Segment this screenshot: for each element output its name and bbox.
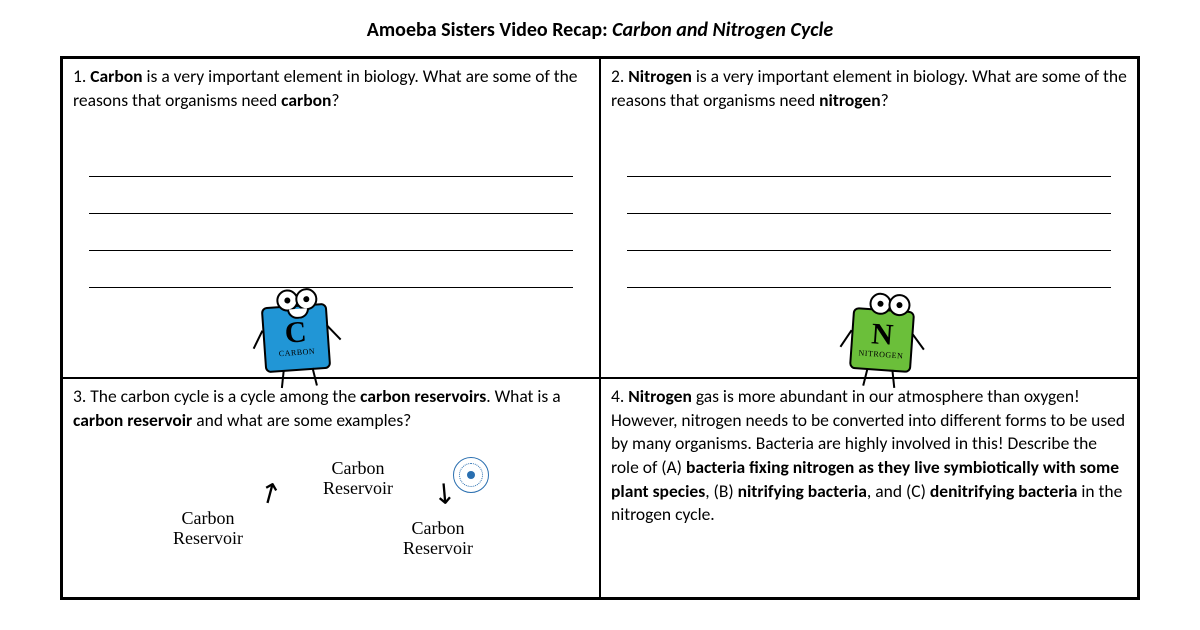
atom-icon [453,457,489,493]
reservoir-label-3: Carbon Reservoir [393,519,483,559]
q2-text: 2. Nitrogen is a very important element … [611,65,1127,112]
carbon-letter: C [284,317,308,348]
arrow-icon: ↗ [250,471,289,515]
reservoir-label-1: Carbon Reservoir [313,459,403,499]
nitrogen-character: N NITROGEN [851,309,913,371]
cell-q3: 3. The carbon cycle is a cycle among the… [62,378,600,598]
page-title: Amoeba Sisters Video Recap: Carbon and N… [60,18,1140,42]
cell-q2: 2. Nitrogen is a very important element … [600,58,1138,378]
reservoir-label-2: Carbon Reservoir [163,509,253,549]
nitrogen-name: NITROGEN [858,348,904,362]
q1-text: 1. Carbon is a very important element in… [73,65,589,112]
cell-q4: 4. Nitrogen gas is more abundant in our … [600,378,1138,598]
title-subject: Carbon and Nitrogen Cycle [612,18,833,42]
q2-answer-lines [611,140,1127,288]
worksheet-grid: 1. Carbon is a very important element in… [60,56,1140,600]
title-prefix: Amoeba Sisters Video Recap: [367,18,612,42]
carbon-name: CARBON [279,346,316,359]
q3-text: 3. The carbon cycle is a cycle among the… [73,385,589,432]
nitrogen-letter: N [871,319,895,350]
q1-answer-lines [73,140,589,288]
q4-text: 4. Nitrogen gas is more abundant in our … [611,385,1127,527]
cell-q1: 1. Carbon is a very important element in… [62,58,600,378]
carbon-character: C CARBON [263,305,329,371]
